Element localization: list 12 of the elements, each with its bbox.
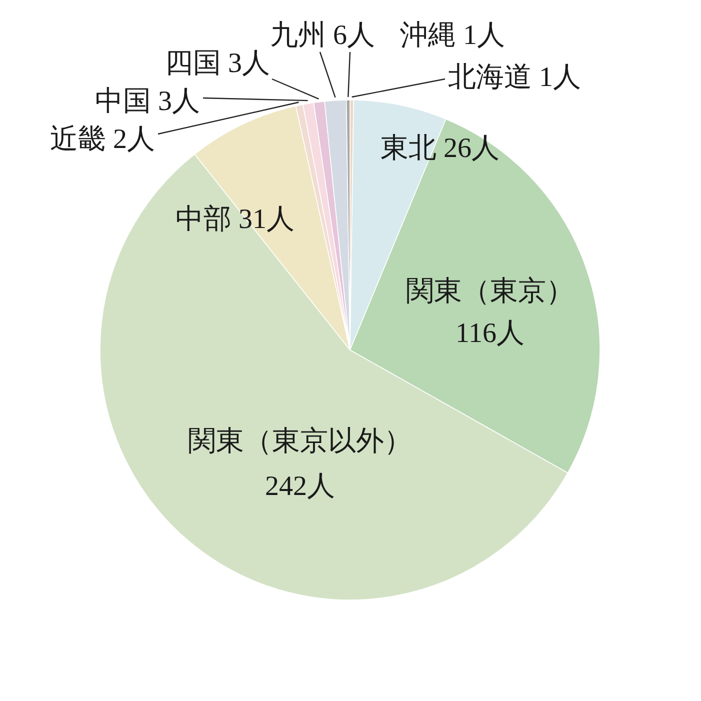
slice-label: 中国 3人 (95, 86, 200, 117)
data-label: 242人 (265, 471, 335, 502)
slice-label: 関東（東京以外） (188, 426, 412, 457)
slice-label: 北海道 1人 (448, 62, 581, 93)
data-label: 116人 (456, 318, 524, 349)
slice-label: 東北 26人 (380, 133, 500, 164)
slice-label: 近畿 2人 (50, 124, 155, 155)
slice-label: 中部 31人 (176, 204, 294, 235)
slice-label: 沖縄 1人 (400, 20, 505, 51)
slice-label: 四国 3人 (165, 48, 270, 79)
slice-label: 九州 6人 (270, 20, 375, 51)
slice-label: 関東（東京） (406, 276, 574, 307)
